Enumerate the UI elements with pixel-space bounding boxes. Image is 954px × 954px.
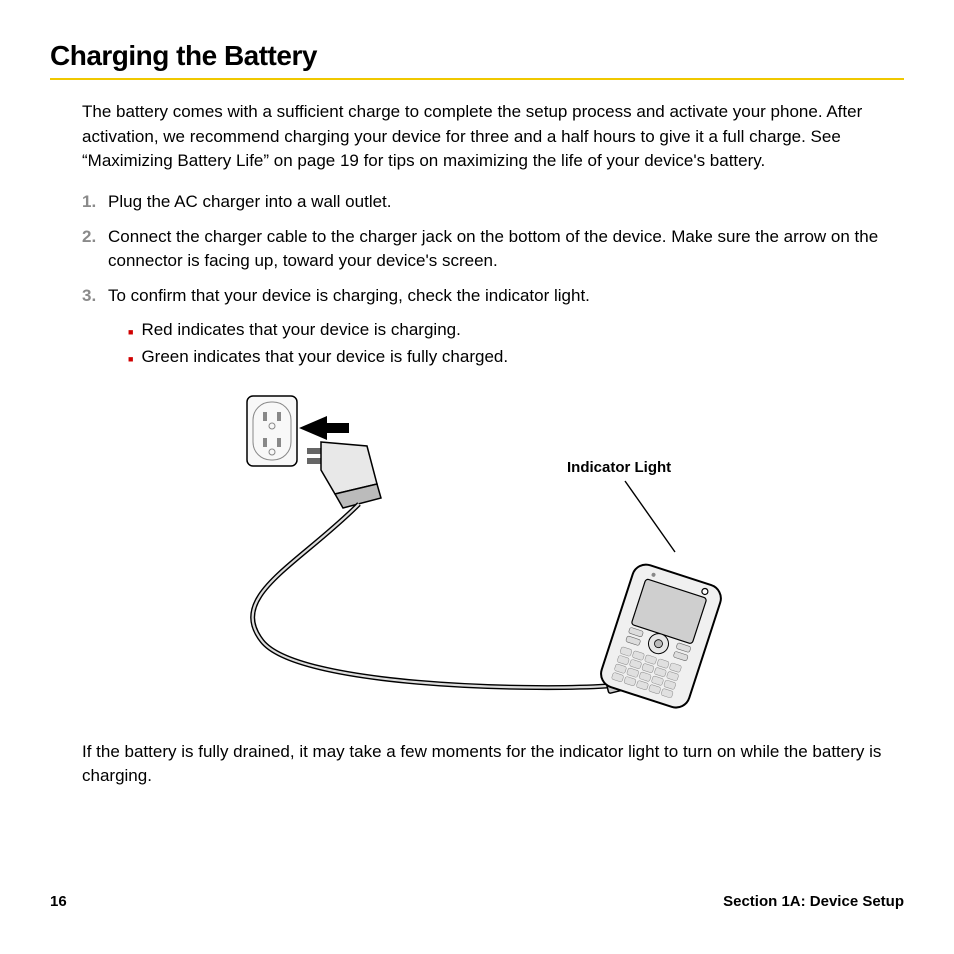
cable-icon xyxy=(253,504,607,688)
bullet-text: Green indicates that your device is full… xyxy=(141,345,508,370)
step-text: Plug the AC charger into a wall outlet. xyxy=(108,190,894,215)
phone-device-icon xyxy=(597,561,724,711)
step-number: 2. xyxy=(82,225,108,274)
page-heading: Charging the Battery xyxy=(50,40,904,72)
step-number: 3. xyxy=(82,284,108,309)
bullet-square-icon: ■ xyxy=(128,326,133,339)
plug-arrow-icon xyxy=(299,416,349,440)
step-number: 1. xyxy=(82,190,108,215)
bullet-item: ■ Green indicates that your device is fu… xyxy=(128,345,904,370)
bullet-square-icon: ■ xyxy=(128,353,133,366)
step: 1. Plug the AC charger into a wall outle… xyxy=(82,190,894,215)
bullet-item: ■ Red indicates that your device is char… xyxy=(128,318,904,343)
callout-line xyxy=(625,481,675,552)
numbered-steps: 1. Plug the AC charger into a wall outle… xyxy=(82,190,894,309)
outro-paragraph: If the battery is fully drained, it may … xyxy=(82,740,894,789)
bullet-text: Red indicates that your device is chargi… xyxy=(141,318,460,343)
step: 3. To confirm that your device is chargi… xyxy=(82,284,894,309)
sub-bullets: ■ Red indicates that your device is char… xyxy=(128,318,904,369)
wall-outlet-icon xyxy=(247,396,297,466)
page-footer: 16 Section 1A: Device Setup xyxy=(50,893,904,910)
page-number: 16 xyxy=(50,893,67,910)
callout-label: Indicator Light xyxy=(567,459,671,476)
intro-paragraph: The battery comes with a sufficient char… xyxy=(82,100,894,174)
step-text: To confirm that your device is charging,… xyxy=(108,284,894,309)
section-label: Section 1A: Device Setup xyxy=(723,893,904,910)
charging-diagram: Indicator Light xyxy=(50,386,904,716)
ac-adapter-icon xyxy=(307,442,381,508)
heading-rule xyxy=(50,78,904,80)
step-text: Connect the charger cable to the charger… xyxy=(108,225,894,274)
step: 2. Connect the charger cable to the char… xyxy=(82,225,894,274)
